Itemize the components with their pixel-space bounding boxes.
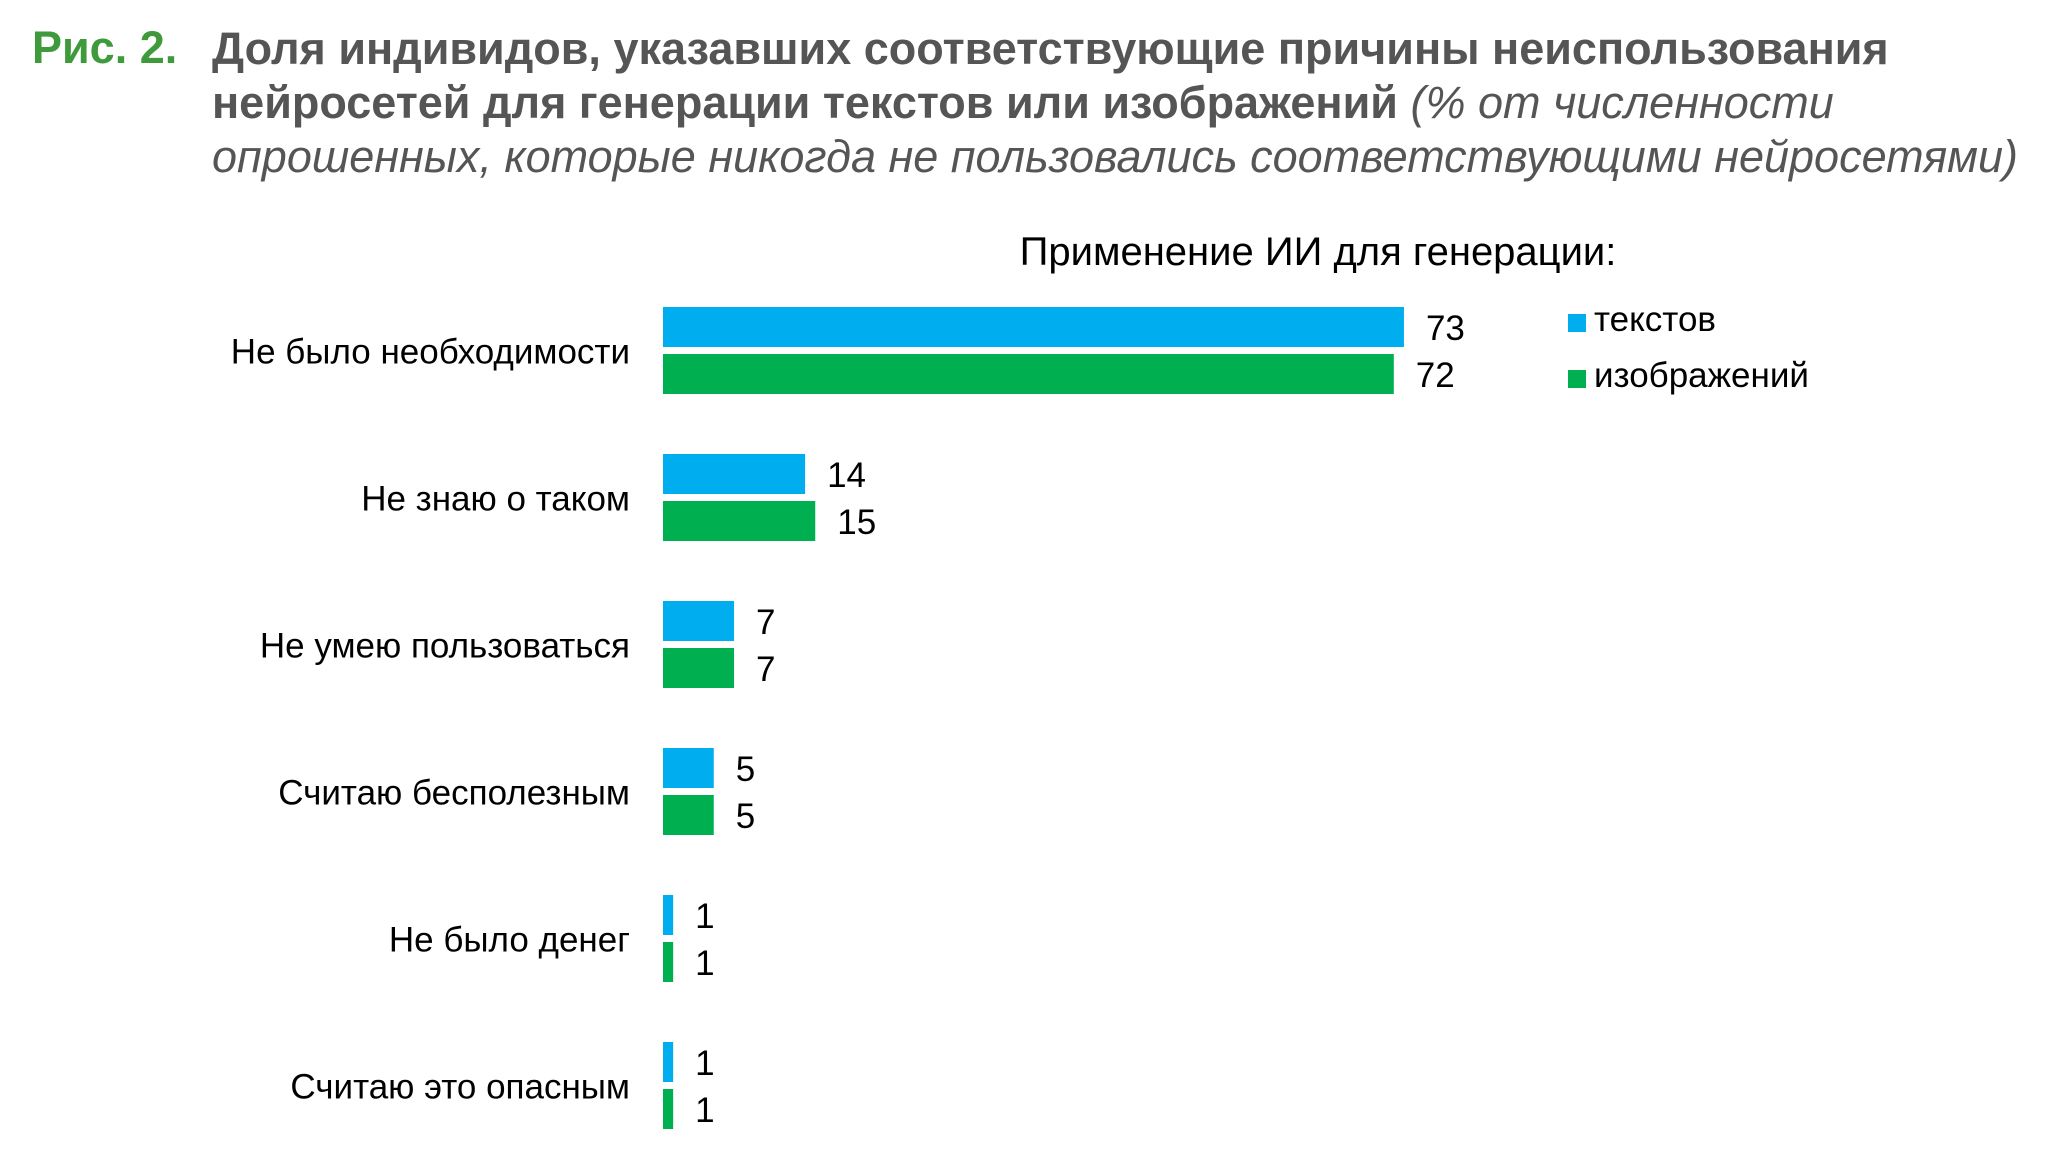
figure-title-main: Доля индивидов, указавших соответствующи… bbox=[212, 23, 1889, 128]
data-label: 1 bbox=[695, 1044, 714, 1083]
bar-texts bbox=[663, 1042, 674, 1082]
category-label: Считаю бесполезным bbox=[278, 774, 630, 813]
bar-texts bbox=[663, 601, 735, 641]
data-label: 5 bbox=[736, 750, 755, 789]
data-label: 72 bbox=[1416, 356, 1455, 395]
legend-title: Применение ИИ для генерации: bbox=[1020, 230, 1617, 274]
figure-title: Доля индивидов, указавших соответствующи… bbox=[212, 22, 2042, 184]
category-label: Считаю это опасным bbox=[290, 1068, 630, 1107]
data-label: 7 bbox=[756, 650, 775, 689]
data-label: 1 bbox=[695, 1091, 714, 1130]
data-label: 1 bbox=[695, 897, 714, 936]
data-label: 7 bbox=[756, 603, 775, 642]
bar-images bbox=[663, 795, 714, 835]
data-label: 15 bbox=[837, 503, 876, 542]
data-label: 14 bbox=[827, 456, 866, 495]
bar-images bbox=[663, 501, 816, 541]
bar-images bbox=[663, 942, 674, 982]
bar-texts bbox=[663, 748, 714, 788]
category-label: Не знаю о таком bbox=[361, 480, 630, 519]
bar-images bbox=[663, 354, 1394, 394]
data-label: 1 bbox=[695, 944, 714, 983]
figure-label: Рис. 2. bbox=[32, 22, 178, 73]
legend-label: текстов bbox=[1594, 300, 1716, 339]
data-label: 5 bbox=[736, 797, 755, 836]
legend-label: изображений bbox=[1594, 356, 1809, 395]
figure-title-note: (% от численности опрошенных, которые ни… bbox=[212, 77, 2018, 182]
legend-swatch-texts bbox=[1568, 314, 1586, 332]
bar-texts bbox=[663, 895, 674, 935]
bar-texts bbox=[663, 454, 806, 494]
category-label: Не было денег bbox=[389, 921, 630, 960]
category-label: Не умею пользоваться bbox=[260, 627, 630, 666]
data-label: 73 bbox=[1426, 309, 1465, 348]
legend-swatch-images bbox=[1568, 370, 1586, 388]
bar-images bbox=[663, 1089, 674, 1129]
bar-texts bbox=[663, 307, 1404, 347]
category-label: Не было необходимости bbox=[231, 333, 630, 372]
bar-images bbox=[663, 648, 735, 688]
